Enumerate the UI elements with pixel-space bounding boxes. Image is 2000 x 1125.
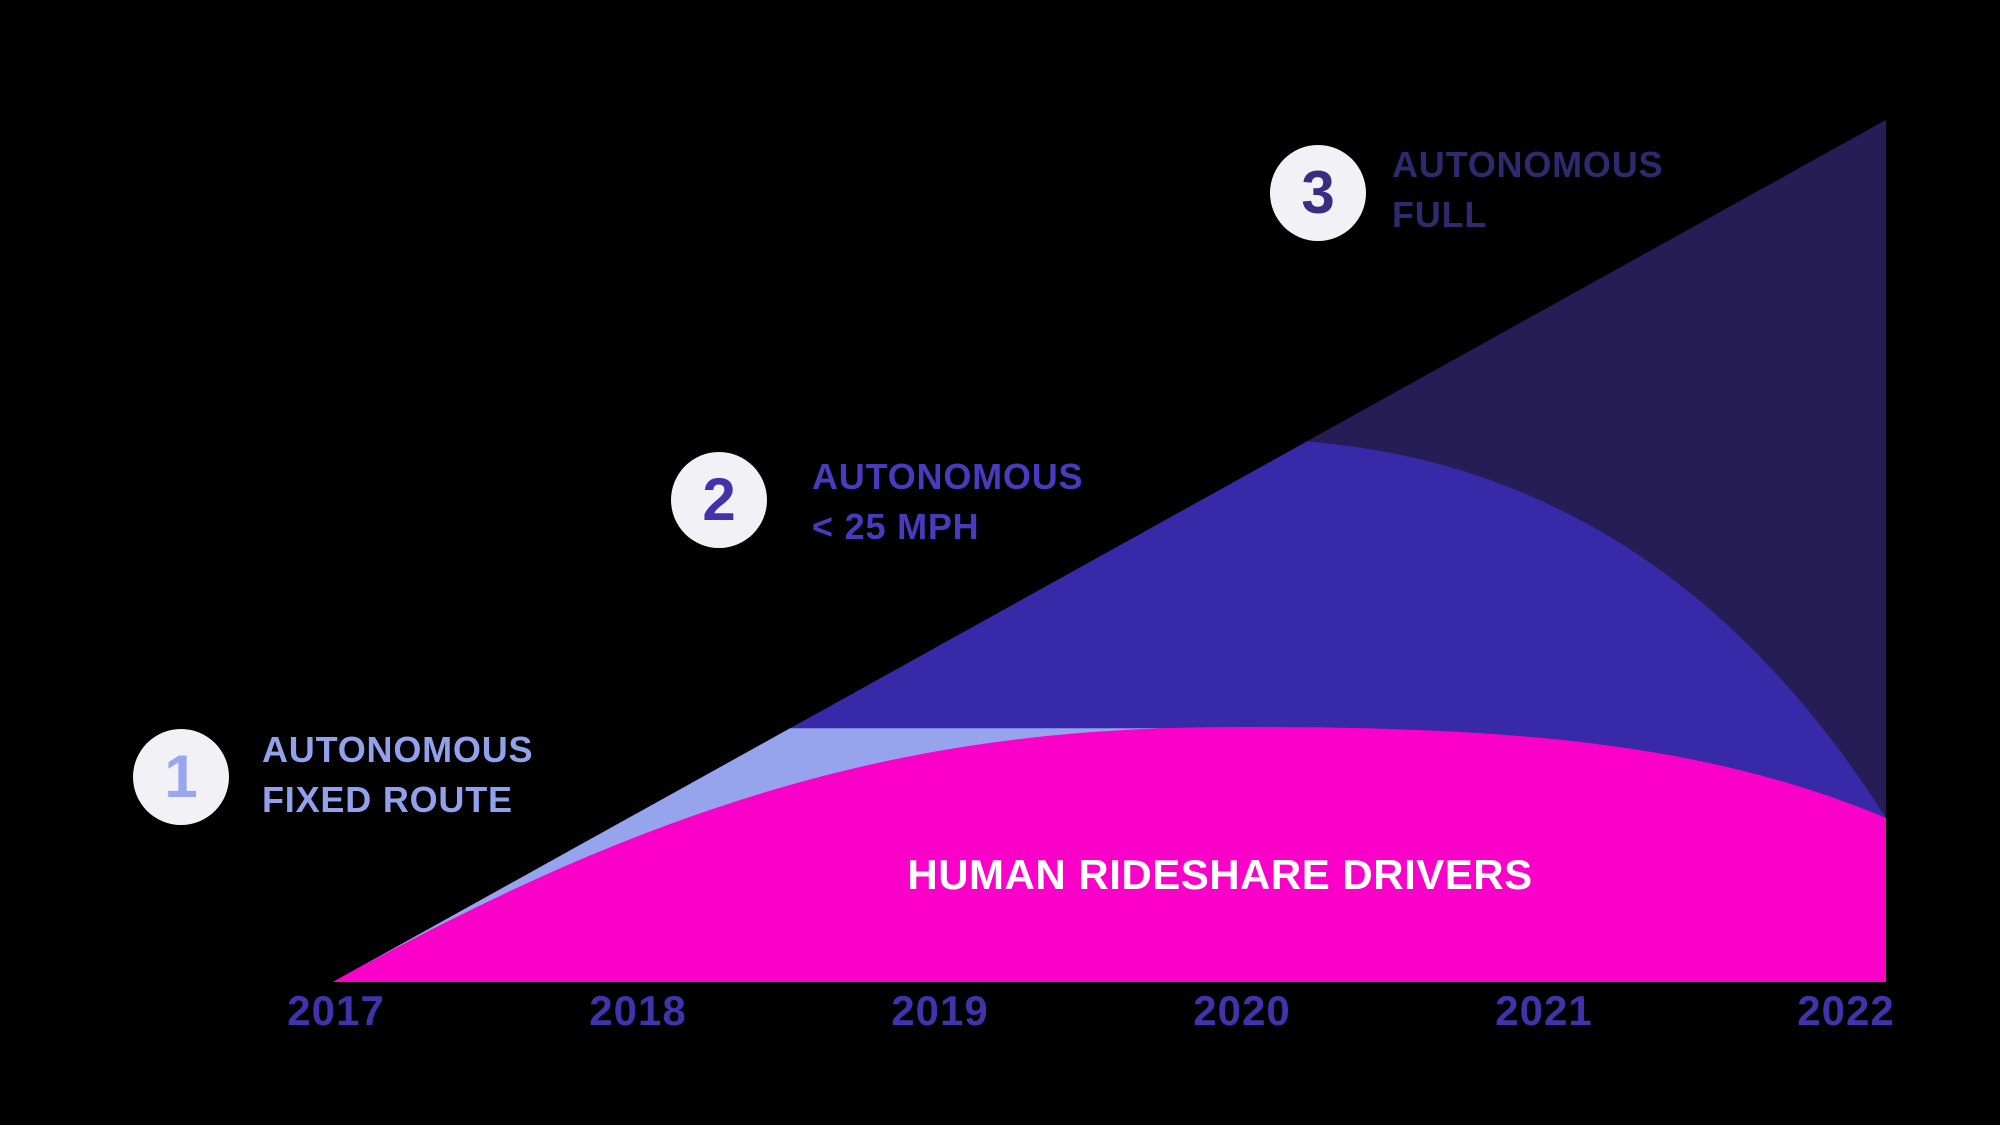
x-tick-2017: 2017 (287, 987, 385, 1034)
x-tick-2020: 2020 (1193, 987, 1291, 1034)
area-human-rideshare-drivers (333, 727, 1886, 982)
step-badge-2: 2 (671, 452, 767, 548)
step-badge-1-number: 1 (164, 743, 198, 810)
x-tick-2018: 2018 (589, 987, 687, 1034)
x-tick-2022: 2022 (1797, 987, 1895, 1034)
x-tick-2019: 2019 (891, 987, 989, 1034)
annotation-autonomous-under-25mph: AUTONOMOUS < 25 MPH (812, 452, 1083, 552)
step-badge-1: 1 (133, 729, 229, 825)
step-badge-3-number: 3 (1301, 159, 1335, 226)
human-rideshare-drivers-label: HUMAN RIDESHARE DRIVERS (907, 851, 1533, 898)
step-badge-2-number: 2 (702, 466, 736, 533)
annotation-1-line2: FIXED ROUTE (262, 779, 513, 820)
annotation-autonomous-full: AUTONOMOUS FULL (1392, 140, 1663, 240)
annotation-autonomous-fixed-route: AUTONOMOUS FIXED ROUTE (262, 725, 533, 825)
area-autonomous-full (1307, 120, 1886, 818)
x-tick-2021: 2021 (1495, 987, 1593, 1034)
annotation-3-line1: AUTONOMOUS (1392, 144, 1664, 185)
annotation-2-line2: < 25 MPH (812, 506, 980, 547)
annotation-3-line2: FULL (1392, 194, 1488, 235)
annotation-1-line1: AUTONOMOUS (262, 729, 534, 770)
step-badge-3: 3 (1270, 145, 1366, 241)
annotation-2-line1: AUTONOMOUS (812, 456, 1084, 497)
